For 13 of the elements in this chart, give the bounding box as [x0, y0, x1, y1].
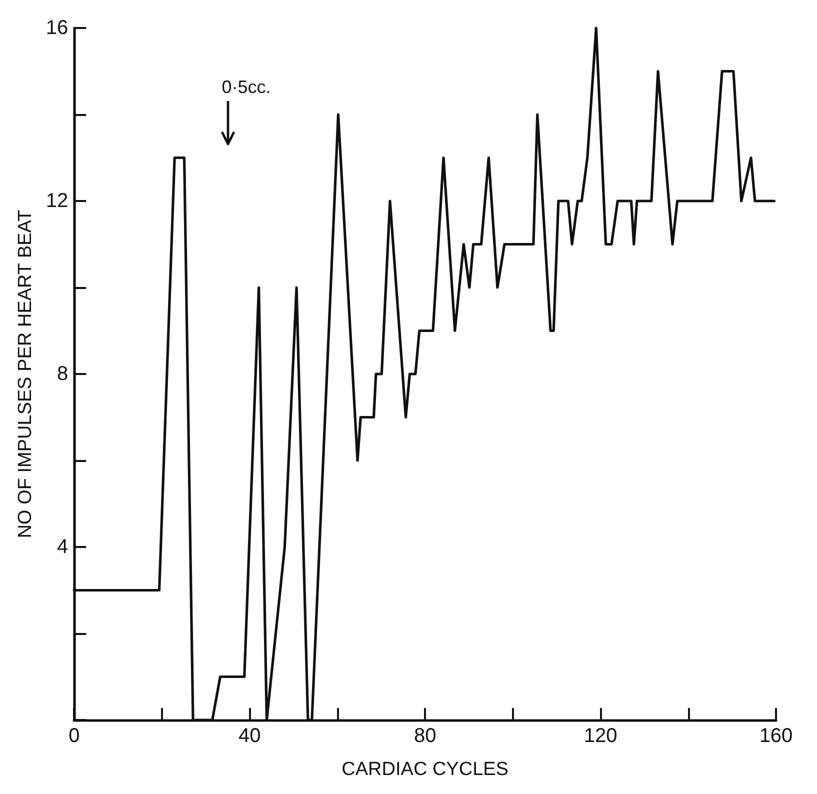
annotation: 0·5cc.	[222, 77, 271, 97]
x-tick-label: 40	[238, 725, 261, 747]
y-tick-label: 8	[57, 363, 68, 385]
x-tick-label: 160	[759, 725, 793, 747]
x-tick-label: 80	[414, 725, 436, 747]
line-series	[72, 26, 776, 722]
y-tick-label: 12	[46, 190, 68, 212]
x-tick-label: 120	[584, 725, 618, 747]
x-tick-label: 0	[68, 725, 80, 747]
x-axis-title: CARDIAC CYCLES	[342, 759, 508, 780]
y-tick-label: 4	[57, 536, 68, 558]
y-tick-label: 16	[46, 17, 68, 39]
y-axis-title: NO OF IMPULSES PER HEART BEAT	[15, 209, 36, 538]
